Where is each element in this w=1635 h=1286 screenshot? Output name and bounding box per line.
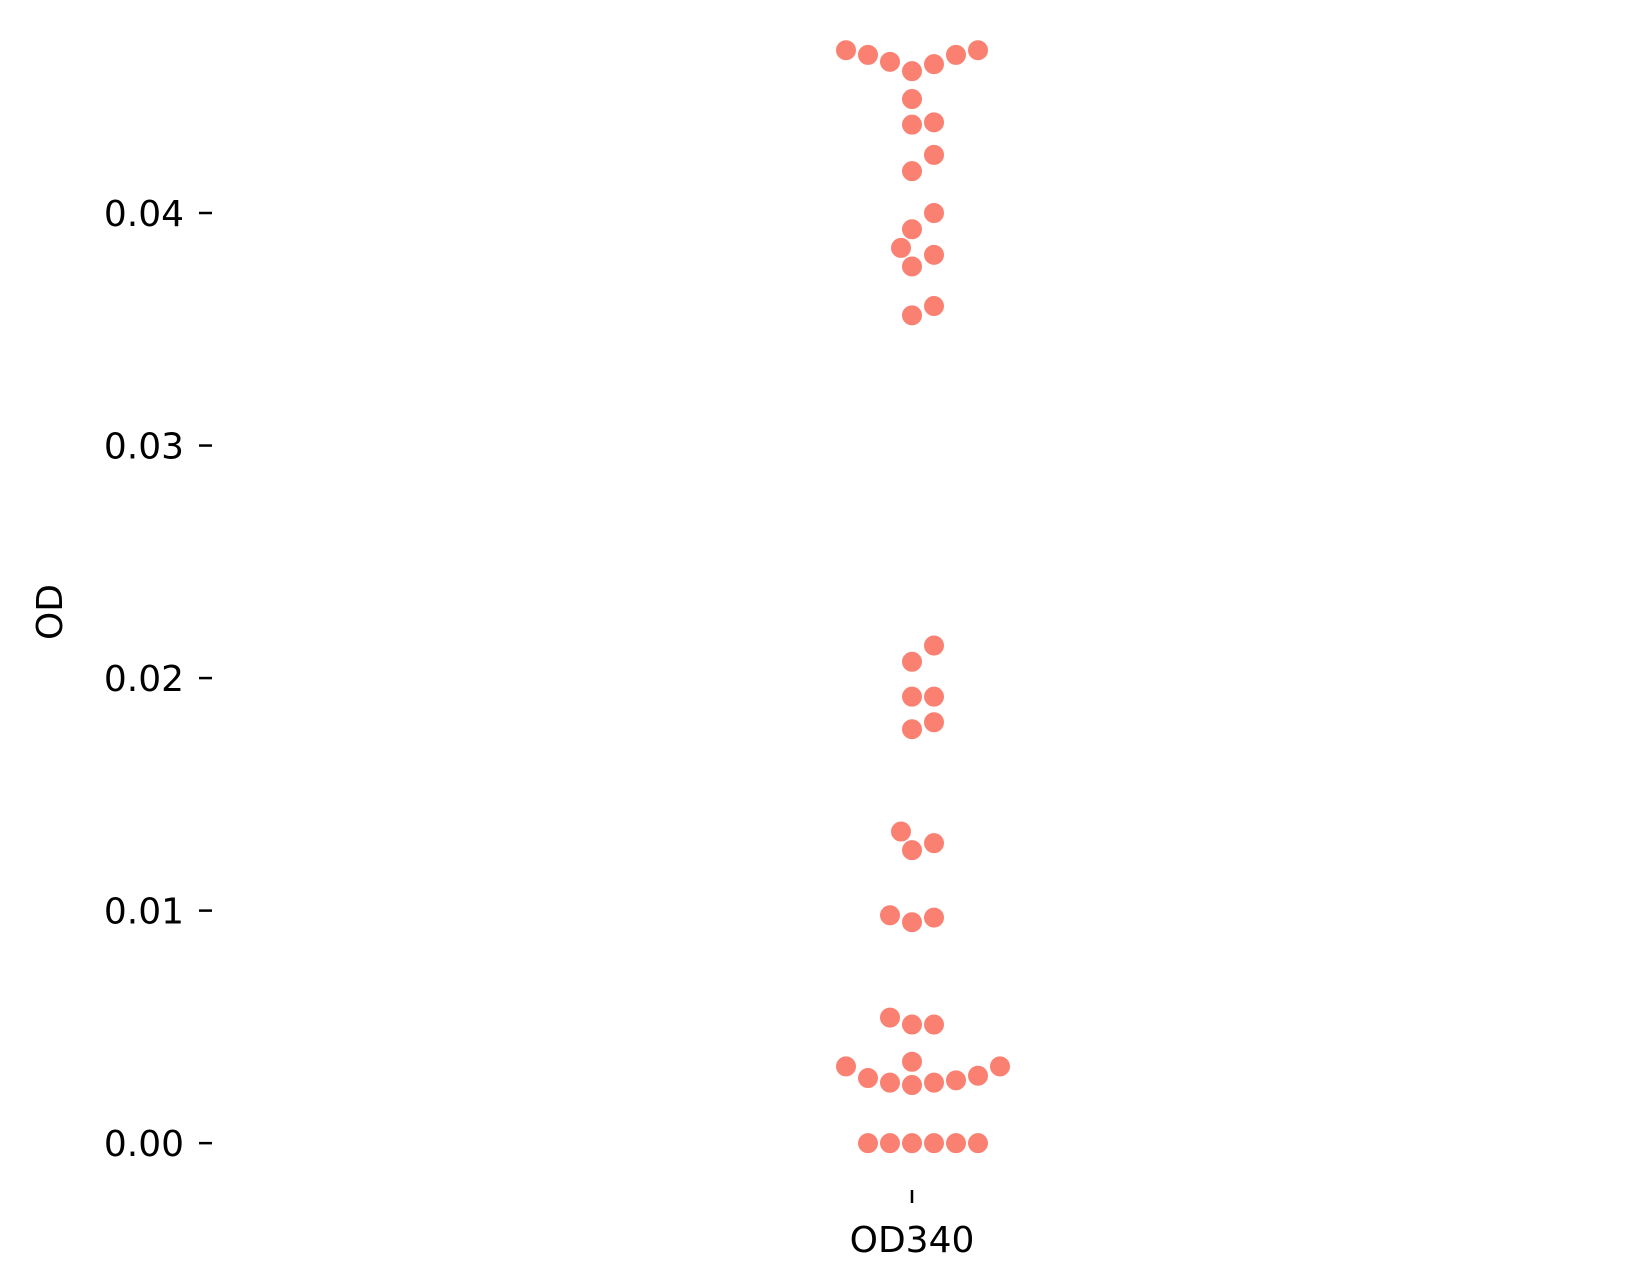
data-point [901,218,923,241]
data-point [967,1064,989,1087]
data-point [901,718,923,741]
data-point [901,60,923,83]
y-tick-label: 0.03 [104,427,184,468]
data-point [923,1013,945,1036]
y-tick-label: 0.04 [104,194,184,235]
y-axis-label: OD [30,584,71,640]
data-point [923,202,945,225]
data-point [890,236,912,259]
y-tick-label: 0.01 [104,892,184,933]
data-point [923,1132,945,1155]
data-point [967,1132,989,1155]
data-point [901,113,923,136]
data-point [901,685,923,708]
data-point [901,160,923,183]
data-point [923,634,945,657]
data-point [923,295,945,318]
data-point [890,820,912,843]
y-tick-label: 0.02 [104,659,184,700]
data-point [923,111,945,134]
data-point [901,1013,923,1036]
swarm-points [835,39,1011,1155]
data-point [857,1132,879,1155]
data-point [835,1055,857,1078]
data-point [923,143,945,166]
data-point [857,43,879,66]
data-point [901,1050,923,1073]
data-point [901,88,923,111]
data-point [901,304,923,327]
data-point [879,904,901,927]
data-point [923,1071,945,1094]
data-point [857,1067,879,1090]
data-point [879,50,901,73]
data-point [901,1074,923,1097]
data-point [901,650,923,673]
data-point [945,43,967,66]
data-point [879,1132,901,1155]
data-point [923,53,945,76]
y-tick-label: 0.00 [104,1124,184,1165]
data-point [923,832,945,855]
x-tick-label: OD340 [850,1220,975,1261]
data-point [989,1055,1011,1078]
data-point [901,255,923,278]
data-point [923,685,945,708]
data-point [923,243,945,266]
data-point [945,1132,967,1155]
y-axis: 0.00 0.01 0.02 0.03 0.04 [104,194,212,1165]
data-point [901,839,923,862]
data-point [923,906,945,929]
data-point [879,1006,901,1029]
data-point [901,1132,923,1155]
data-point [945,1069,967,1092]
data-point [923,711,945,734]
data-point [879,1071,901,1094]
x-axis: OD340 [850,1190,975,1261]
data-point [967,39,989,62]
data-point [901,911,923,934]
data-point [835,39,857,62]
